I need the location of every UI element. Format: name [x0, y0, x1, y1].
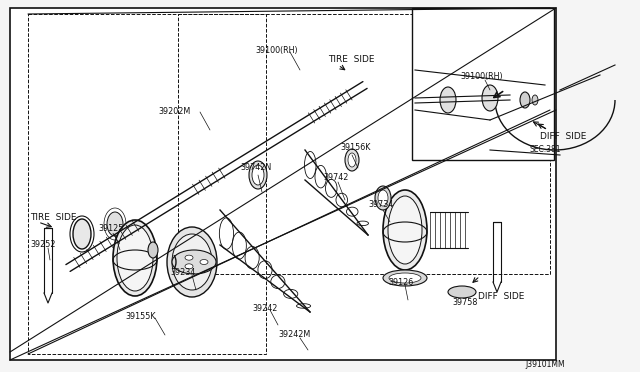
- Text: 39126: 39126: [388, 278, 413, 287]
- Text: DIFF  SIDE: DIFF SIDE: [478, 292, 524, 301]
- Ellipse shape: [172, 250, 216, 274]
- Ellipse shape: [252, 165, 264, 185]
- Ellipse shape: [482, 85, 498, 111]
- Ellipse shape: [167, 227, 217, 297]
- Ellipse shape: [388, 196, 422, 264]
- Ellipse shape: [185, 255, 193, 260]
- Ellipse shape: [148, 242, 158, 258]
- Text: 39125: 39125: [98, 224, 124, 233]
- Ellipse shape: [172, 234, 212, 290]
- Ellipse shape: [448, 286, 476, 298]
- Text: 39734: 39734: [368, 200, 393, 209]
- Bar: [412, 8, 554, 160]
- Text: TIRE  SIDE: TIRE SIDE: [30, 213, 77, 222]
- Ellipse shape: [200, 260, 208, 264]
- Ellipse shape: [249, 161, 267, 189]
- Text: 39202M: 39202M: [158, 107, 190, 116]
- Bar: [178, 14, 550, 274]
- Text: 39742N: 39742N: [240, 163, 271, 172]
- Text: 39242M: 39242M: [278, 330, 310, 339]
- Ellipse shape: [348, 153, 356, 167]
- Ellipse shape: [117, 225, 153, 291]
- Text: 39758: 39758: [452, 298, 477, 307]
- Ellipse shape: [375, 186, 391, 210]
- Ellipse shape: [73, 219, 91, 249]
- Text: 39100(RH): 39100(RH): [255, 46, 298, 55]
- Bar: [28, 14, 266, 354]
- Ellipse shape: [185, 264, 193, 269]
- Ellipse shape: [520, 92, 530, 108]
- Text: 39156K: 39156K: [340, 143, 371, 152]
- Ellipse shape: [378, 190, 388, 206]
- Text: 39234: 39234: [170, 268, 195, 277]
- Ellipse shape: [532, 95, 538, 105]
- Ellipse shape: [389, 273, 421, 283]
- Ellipse shape: [383, 270, 427, 286]
- Ellipse shape: [113, 220, 157, 296]
- Ellipse shape: [440, 87, 456, 113]
- Ellipse shape: [383, 190, 427, 270]
- Ellipse shape: [107, 212, 123, 236]
- Text: 39100(RH): 39100(RH): [460, 72, 502, 81]
- Text: J39101MM: J39101MM: [525, 360, 565, 369]
- Text: 39742: 39742: [323, 173, 348, 182]
- Text: 39242: 39242: [252, 304, 277, 313]
- Text: SEC.381: SEC.381: [530, 145, 561, 154]
- Ellipse shape: [345, 149, 359, 171]
- Text: DIFF  SIDE: DIFF SIDE: [540, 132, 586, 141]
- Text: 39252: 39252: [30, 240, 56, 249]
- Text: TIRE  SIDE: TIRE SIDE: [328, 55, 374, 64]
- Text: 39155K: 39155K: [125, 312, 156, 321]
- Bar: [10, 8, 556, 360]
